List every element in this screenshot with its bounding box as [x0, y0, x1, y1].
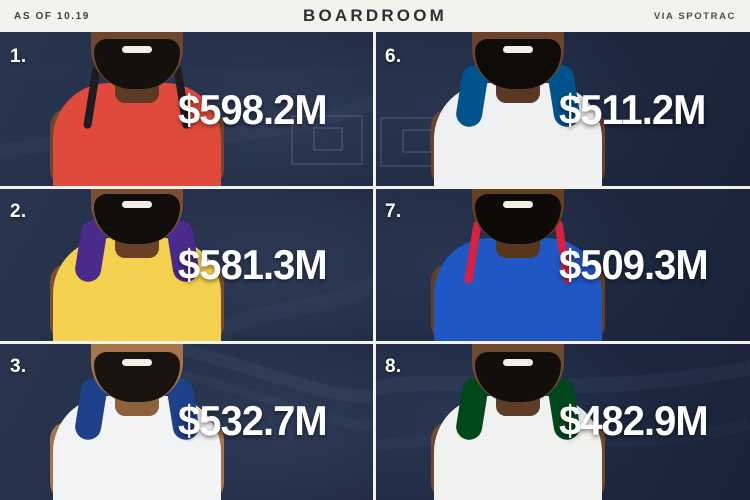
earnings-amount: $598.2M [178, 85, 328, 133]
player-portrait [431, 187, 605, 342]
vertical-divider [373, 32, 376, 500]
horizontal-divider [0, 186, 750, 189]
player-portrait [50, 187, 224, 342]
entry-cell: 3. $532.7M [0, 342, 375, 500]
earnings-amount: $581.3M [178, 240, 328, 288]
entry-cell: 2. $581.3M [0, 187, 375, 342]
entry-cell: 8. $482.9M [375, 342, 750, 500]
horizontal-divider [0, 341, 750, 344]
entry-cell: 6. $511.2M [375, 32, 750, 187]
rank-number: 8. [385, 356, 402, 377]
rank-number: 2. [10, 201, 27, 222]
header-bar: AS OF 10.19 BOARDROOM VIA SPOTRAC [0, 0, 750, 32]
earnings-amount: $509.3M [559, 240, 709, 288]
earnings-amount: $511.2M [559, 85, 706, 133]
rank-number: 7. [385, 201, 402, 222]
rank-number: 3. [10, 356, 27, 377]
rank-number: 6. [385, 46, 402, 67]
entry-cell: 7. $509.3M [375, 187, 750, 342]
source-label: VIA SPOTRAC [653, 10, 736, 22]
rank-number: 1. [10, 46, 27, 67]
earnings-amount: $482.9M [559, 397, 709, 444]
player-portrait [431, 342, 605, 500]
earnings-amount: $532.7M [178, 397, 328, 444]
entry-cell: 1. $598.2M [0, 32, 375, 187]
player-portrait [431, 32, 605, 187]
brand-title: BOARDROOM [302, 6, 447, 25]
as-of-label: AS OF 10.19 [14, 10, 90, 22]
player-portrait [50, 32, 224, 187]
player-portrait [50, 342, 224, 500]
